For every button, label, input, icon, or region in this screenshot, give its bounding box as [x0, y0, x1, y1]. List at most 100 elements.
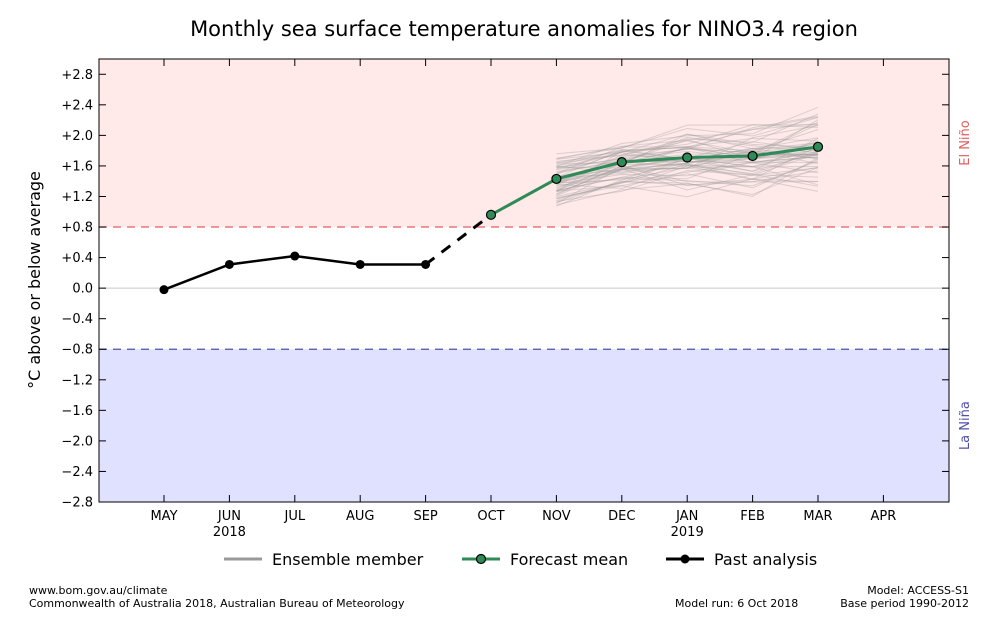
forecast-mean-point	[485, 209, 497, 220]
ensemble-member-line	[556, 119, 819, 168]
ensemble-member-line	[556, 113, 819, 162]
ensemble-member-line	[556, 147, 819, 190]
ensemble-member-line	[556, 106, 819, 167]
ensemble-member-line	[556, 117, 819, 159]
footer-model-run: Model run: 6 Oct 2018	[675, 597, 798, 610]
ensemble-member-line	[556, 129, 819, 169]
footer-left: www.bom.gov.au/climate Commonwealth of A…	[29, 584, 404, 610]
connector-line	[424, 213, 492, 266]
x-tick-label: JUL	[284, 509, 306, 524]
la-nina-region	[99, 349, 949, 502]
x-year-label: 2018	[213, 525, 246, 540]
ensemble-member-line	[556, 170, 819, 204]
model-run-text: Model run: 6 Oct 2018	[675, 597, 799, 610]
legend-ensemble-label: Ensemble member	[272, 550, 424, 569]
ensemble-member-line	[556, 133, 819, 160]
ensemble-member-line	[556, 124, 819, 155]
legend-past-label: Past analysis	[714, 550, 817, 569]
past-analysis-line	[163, 254, 426, 291]
x-tick-label: APR	[871, 509, 897, 524]
ensemble-member-line	[556, 147, 819, 178]
x-tick-label: JAN	[675, 509, 698, 524]
y-axis: −2.8 −2.4 −2.0 −1.6 −1.2 −0.8 −0.4 0.0 +0.4 +0.8 +…	[61, 68, 949, 511]
ensemble-member-line	[556, 163, 819, 200]
forecast-mean-point	[812, 141, 824, 152]
x-tick-label: DEC	[608, 509, 635, 524]
ensemble-member-line	[556, 166, 819, 207]
ensemble-member-line	[556, 178, 819, 199]
ensemble-member-line	[556, 146, 819, 182]
ensemble-member-line	[556, 153, 819, 202]
ensemble-member-line	[556, 139, 819, 165]
x-tick-label: JUN	[217, 509, 241, 524]
ensemble-member-line	[556, 156, 819, 200]
y-tick-label: −1.6	[61, 404, 93, 419]
x-tick-label: OCT	[477, 509, 504, 524]
footer-url: www.bom.gov.au/climate	[29, 584, 168, 597]
ensemble-member-line	[556, 165, 819, 195]
chart-title: Monthly sea surface temperature anomalie…	[190, 17, 858, 41]
forecast-mean-series	[485, 141, 824, 220]
model-text: Model: ACCESS-S1	[867, 584, 969, 597]
ensemble-member-line	[556, 146, 819, 179]
y-axis-label: °C above or below average	[25, 171, 44, 389]
ensemble-member-line	[556, 165, 819, 195]
y-tick-label: −2.4	[61, 465, 93, 480]
connector-dashed-line	[424, 213, 492, 266]
y-tick-label: +1.6	[61, 159, 93, 174]
ensemble-member-line	[556, 137, 819, 174]
past-analysis-point	[159, 285, 169, 295]
ensemble-member-line	[556, 168, 819, 191]
ensemble-member-line	[556, 149, 819, 183]
past-analysis-point	[290, 251, 300, 261]
x-tick-label: NOV	[542, 509, 571, 524]
x-tick-label: AUG	[346, 509, 374, 524]
y-tick-label: +0.8	[61, 221, 93, 236]
y-tick-label: +2.4	[61, 98, 93, 113]
el-nino-label: El Niño	[958, 120, 973, 166]
ensemble-member-line	[556, 123, 819, 164]
ensemble-member-line	[556, 165, 819, 190]
ensemble-member-line	[556, 116, 819, 160]
ensemble-member-line	[556, 124, 818, 175]
y-tick-label: −2.8	[61, 496, 93, 511]
ensemble-member-line	[556, 167, 819, 206]
y-tick-label: −2.0	[61, 434, 93, 449]
ensemble-member-line	[556, 159, 819, 192]
y-tick-label: +2.8	[61, 68, 93, 83]
y-tick-label: +0.4	[61, 251, 93, 266]
y-tick-label: −1.2	[61, 373, 93, 388]
ensemble-member-line	[556, 156, 819, 202]
ensemble-member-line	[556, 123, 819, 179]
la-nina-label: La Niña	[958, 401, 973, 450]
ensemble-member-line	[556, 121, 819, 164]
plot-frame	[98, 58, 950, 503]
legend-forecast-label: Forecast mean	[510, 550, 628, 569]
x-tick-label: MAY	[150, 509, 177, 524]
forecast-mean-point	[616, 157, 627, 168]
legend-forecast-marker	[475, 553, 487, 565]
forecast-mean-line	[490, 145, 819, 217]
ensemble-member-line	[556, 150, 819, 192]
ensemble-member-line	[556, 167, 819, 197]
forecast-mean-point	[551, 173, 562, 185]
base-period-text: Base period 1990-2012	[840, 597, 969, 610]
forecast-mean-point	[747, 150, 758, 162]
el-nino-region	[99, 59, 949, 228]
y-tick-label: −0.4	[61, 312, 93, 327]
legend-past-marker	[680, 554, 690, 564]
past-analysis-series	[159, 251, 431, 295]
y-tick-label: 0.0	[72, 282, 93, 297]
ensemble-member-line	[556, 115, 819, 171]
ensemble-member-line	[556, 160, 819, 187]
legend: Ensemble member Forecast mean Past analy…	[224, 550, 817, 569]
ensemble-member-line	[556, 147, 819, 185]
x-tick-label: MAR	[803, 509, 832, 524]
ensemble-member-line	[556, 125, 819, 178]
y-tick-label: +1.2	[61, 190, 93, 205]
footer-copyright: Commonwealth of Australia 2018, Australi…	[29, 597, 405, 610]
x-tick-label: SEP	[413, 509, 437, 524]
x-tick-label: FEB	[740, 509, 765, 524]
y-tick-label: +2.0	[61, 129, 93, 144]
